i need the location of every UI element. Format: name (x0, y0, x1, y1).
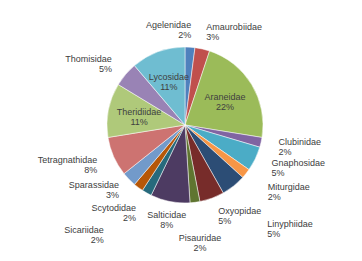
svg-text:Sparassidae3%: Sparassidae3% (69, 180, 119, 200)
svg-text:Sicariidae2%: Sicariidae2% (64, 225, 104, 245)
svg-text:Scytodidae2%: Scytodidae2% (91, 203, 136, 223)
svg-text:Theridiidae11%: Theridiidae11% (117, 107, 162, 127)
svg-text:Pisauridae2%: Pisauridae2% (179, 233, 222, 253)
svg-text:Tetragnathidae8%: Tetragnathidae8% (38, 155, 98, 175)
svg-text:Clubinidae2%: Clubinidae2% (279, 137, 322, 157)
svg-text:Oxyopidae5%: Oxyopidae5% (218, 206, 261, 226)
svg-text:Thomisidae5%: Thomisidae5% (65, 54, 112, 74)
svg-text:Araneidae22%: Araneidae22% (204, 92, 245, 112)
svg-text:Salticidae8%: Salticidae8% (147, 210, 186, 230)
svg-text:Agelenidae2%: Agelenidae2% (146, 20, 191, 40)
svg-text:Linyphiidae5%: Linyphiidae5% (267, 219, 313, 239)
svg-text:Gnaphosidae5%: Gnaphosidae5% (271, 158, 325, 178)
svg-text:Lycosidae11%: Lycosidae11% (149, 72, 189, 92)
svg-text:Miturgidae2%: Miturgidae2% (268, 182, 310, 202)
svg-text:Amaurobiidae3%: Amaurobiidae3% (206, 22, 262, 42)
